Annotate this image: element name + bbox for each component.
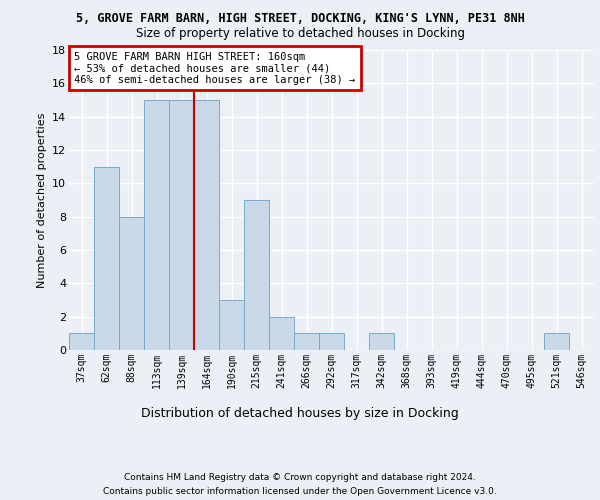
- Bar: [94, 166, 119, 350]
- Bar: [295, 334, 319, 350]
- Bar: [220, 300, 244, 350]
- Text: Distribution of detached houses by size in Docking: Distribution of detached houses by size …: [141, 408, 459, 420]
- Bar: [70, 334, 94, 350]
- Text: Size of property relative to detached houses in Docking: Size of property relative to detached ho…: [136, 28, 464, 40]
- Bar: [269, 316, 293, 350]
- Bar: [370, 334, 394, 350]
- Bar: [319, 334, 344, 350]
- Bar: [244, 200, 269, 350]
- Bar: [544, 334, 569, 350]
- Bar: [169, 100, 194, 350]
- Bar: [119, 216, 143, 350]
- Text: Contains public sector information licensed under the Open Government Licence v3: Contains public sector information licen…: [103, 488, 497, 496]
- Y-axis label: Number of detached properties: Number of detached properties: [37, 112, 47, 288]
- Bar: [145, 100, 169, 350]
- Text: Contains HM Land Registry data © Crown copyright and database right 2024.: Contains HM Land Registry data © Crown c…: [124, 472, 476, 482]
- Text: 5, GROVE FARM BARN, HIGH STREET, DOCKING, KING'S LYNN, PE31 8NH: 5, GROVE FARM BARN, HIGH STREET, DOCKING…: [76, 12, 524, 26]
- Bar: [194, 100, 218, 350]
- Text: 5 GROVE FARM BARN HIGH STREET: 160sqm
← 53% of detached houses are smaller (44)
: 5 GROVE FARM BARN HIGH STREET: 160sqm ← …: [74, 52, 355, 84]
